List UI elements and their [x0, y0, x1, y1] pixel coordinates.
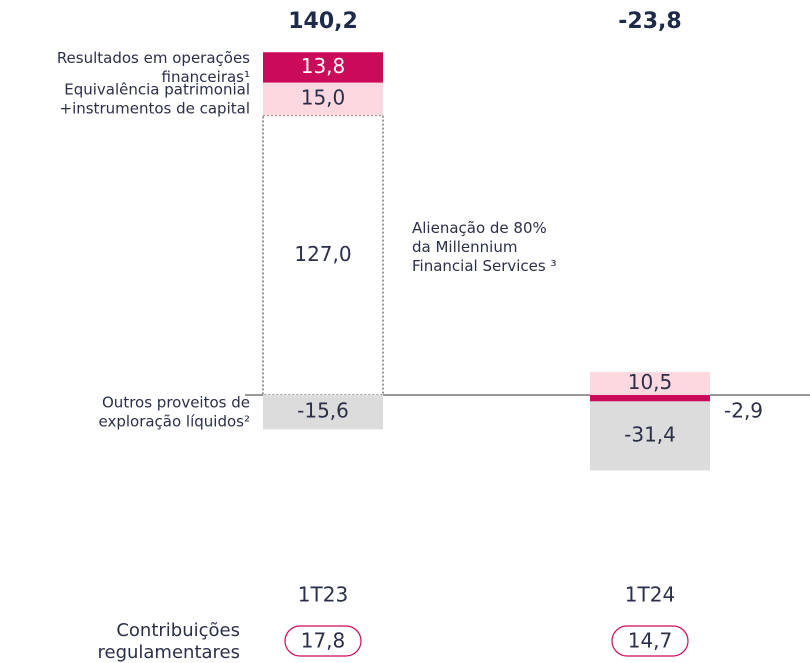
- value-label: 13,8: [301, 54, 346, 78]
- category-label: 1T23: [298, 583, 348, 607]
- legend-label: Alienação de 80% da Millennium Financial S…: [412, 218, 557, 274]
- contribution-label: Contribuições regulamentares: [97, 620, 240, 663]
- value-label: 15,0: [301, 86, 346, 110]
- legend-label: Outros proveitos de exploração líquidos²: [98, 393, 250, 430]
- value-label: -31,4: [624, 422, 676, 446]
- value-label: -2,9: [724, 399, 763, 423]
- bar-segment: [590, 401, 710, 471]
- bar-segment: [263, 52, 383, 83]
- total-label: -23,8: [618, 9, 681, 34]
- value-label: 127,0: [294, 242, 351, 266]
- value-label: 10,5: [628, 370, 673, 394]
- legend-label: Equivalência patrimonial +instrumentos de…: [60, 80, 251, 117]
- contribution-value: 14,7: [628, 629, 673, 653]
- bar-segment: [262, 115, 384, 396]
- contribution-value: 17,8: [301, 629, 346, 653]
- total-label: 140,2: [288, 9, 358, 34]
- bar-segment: [590, 395, 710, 402]
- bar-segment: [263, 395, 383, 430]
- value-label: -15,6: [297, 399, 349, 423]
- contribution-pill: [611, 625, 689, 657]
- legend-label: Resultados em operações financeiras¹: [57, 48, 250, 85]
- bar-segment: [590, 371, 710, 395]
- bar-segment: [263, 82, 383, 116]
- contribution-pill: [284, 625, 362, 657]
- category-label: 1T24: [625, 583, 675, 607]
